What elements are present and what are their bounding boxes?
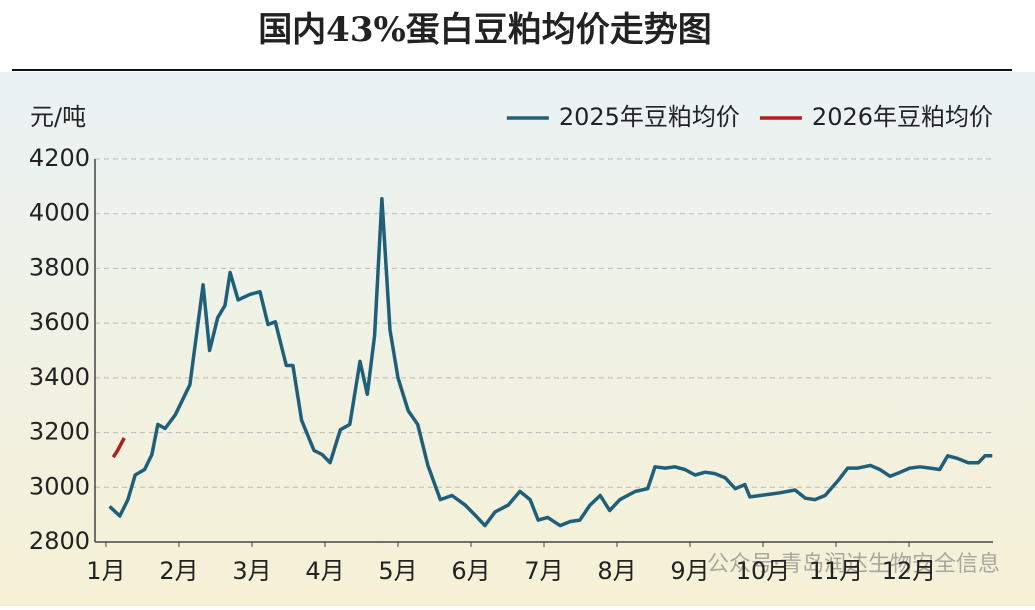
legend-label: 2025年豆粕均价 (559, 103, 740, 131)
y-tick-label: 4000 (29, 199, 90, 227)
series-line (108, 196, 993, 528)
x-tick-label: 10月 (736, 557, 791, 585)
x-tick-label: 6月 (451, 557, 490, 585)
x-tick-label: 4月 (305, 557, 344, 585)
x-tick-label: 9月 (670, 557, 709, 585)
y-tick-label: 3000 (29, 472, 90, 500)
x-tick-label: 1月 (86, 557, 125, 585)
y-axis-label: 元/吨 (30, 103, 86, 131)
y-tick-label: 3600 (29, 308, 90, 336)
x-tick-label: 8月 (597, 557, 636, 585)
y-tick-label: 3200 (29, 418, 90, 446)
y-tick-label: 3800 (29, 253, 90, 281)
x-tick-label: 12月 (882, 557, 937, 585)
watermark: 公众号·青岛润达生物安全信息 (707, 552, 1000, 577)
x-tick-label: 3月 (232, 557, 271, 585)
x-tick-label: 2月 (159, 557, 198, 585)
y-tick-label: 4200 (29, 144, 90, 172)
x-tick-label: 11月 (809, 557, 864, 585)
y-tick-label: 2800 (29, 527, 90, 555)
chart-title: 国内43%蛋白豆粕均价走势图 (258, 10, 712, 50)
series-line (111, 437, 126, 459)
y-tick-label: 3400 (29, 363, 90, 391)
x-tick-label: 5月 (378, 557, 417, 585)
x-tick-label: 7月 (524, 557, 563, 585)
legend-label: 2026年豆粕均价 (812, 103, 993, 131)
plot-background (0, 72, 1035, 606)
